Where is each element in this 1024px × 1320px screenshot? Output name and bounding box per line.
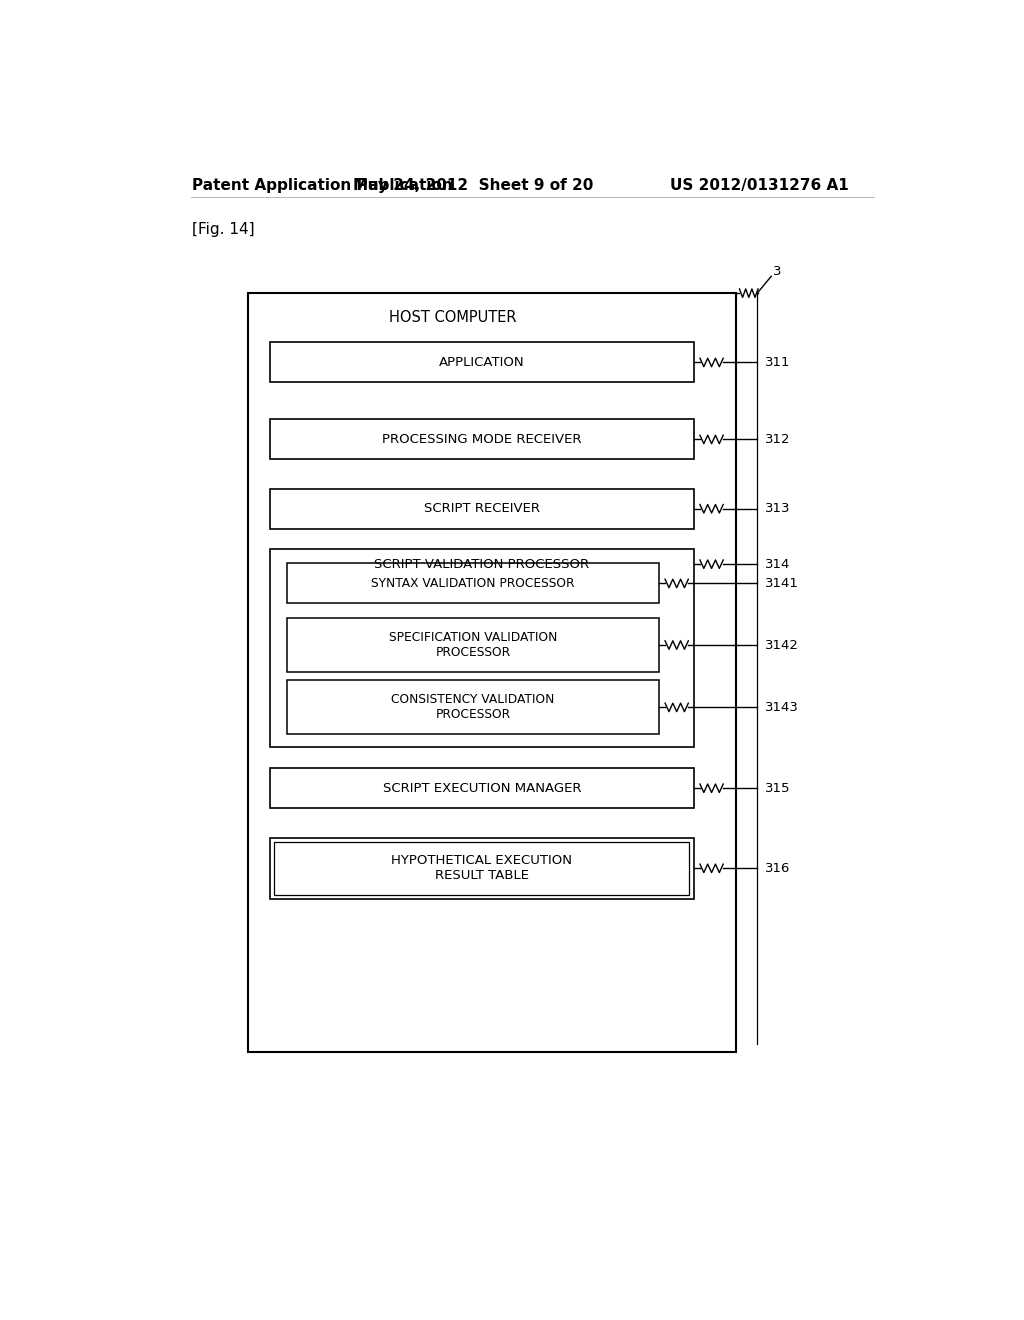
Text: May 24, 2012  Sheet 9 of 20: May 24, 2012 Sheet 9 of 20 bbox=[352, 178, 593, 193]
Bar bbox=[270, 838, 693, 899]
Text: 316: 316 bbox=[765, 862, 791, 875]
Bar bbox=[270, 768, 693, 808]
Text: PROCESSING MODE RECEIVER: PROCESSING MODE RECEIVER bbox=[382, 433, 582, 446]
Text: 315: 315 bbox=[765, 781, 791, 795]
Bar bbox=[270, 420, 693, 459]
Bar bbox=[274, 842, 689, 895]
Text: CONSISTENCY VALIDATION
PROCESSOR: CONSISTENCY VALIDATION PROCESSOR bbox=[391, 693, 555, 722]
Bar bbox=[270, 342, 693, 383]
Text: APPLICATION: APPLICATION bbox=[439, 356, 524, 370]
Text: 312: 312 bbox=[765, 433, 791, 446]
Text: 311: 311 bbox=[765, 356, 791, 370]
Text: [Fig. 14]: [Fig. 14] bbox=[191, 222, 254, 236]
Text: SCRIPT EXECUTION MANAGER: SCRIPT EXECUTION MANAGER bbox=[383, 781, 581, 795]
Text: 3142: 3142 bbox=[765, 639, 799, 652]
Text: SYNTAX VALIDATION PROCESSOR: SYNTAX VALIDATION PROCESSOR bbox=[371, 577, 574, 590]
Bar bbox=[287, 564, 658, 603]
Text: 3141: 3141 bbox=[765, 577, 799, 590]
Text: 313: 313 bbox=[765, 502, 791, 515]
Text: 314: 314 bbox=[765, 557, 791, 570]
Text: Patent Application Publication: Patent Application Publication bbox=[191, 178, 453, 193]
Bar bbox=[248, 293, 736, 1052]
Bar bbox=[270, 549, 693, 747]
Text: SPECIFICATION VALIDATION
PROCESSOR: SPECIFICATION VALIDATION PROCESSOR bbox=[389, 631, 557, 659]
Text: SCRIPT RECEIVER: SCRIPT RECEIVER bbox=[424, 502, 540, 515]
Text: 3: 3 bbox=[773, 265, 781, 279]
Bar bbox=[270, 488, 693, 529]
Text: HOST COMPUTER: HOST COMPUTER bbox=[389, 310, 517, 325]
Text: US 2012/0131276 A1: US 2012/0131276 A1 bbox=[670, 178, 849, 193]
Bar bbox=[287, 618, 658, 672]
Text: SCRIPT VALIDATION PROCESSOR: SCRIPT VALIDATION PROCESSOR bbox=[374, 557, 590, 570]
Text: HYPOTHETICAL EXECUTION
RESULT TABLE: HYPOTHETICAL EXECUTION RESULT TABLE bbox=[391, 854, 572, 882]
Bar bbox=[287, 681, 658, 734]
Text: 3143: 3143 bbox=[765, 701, 799, 714]
